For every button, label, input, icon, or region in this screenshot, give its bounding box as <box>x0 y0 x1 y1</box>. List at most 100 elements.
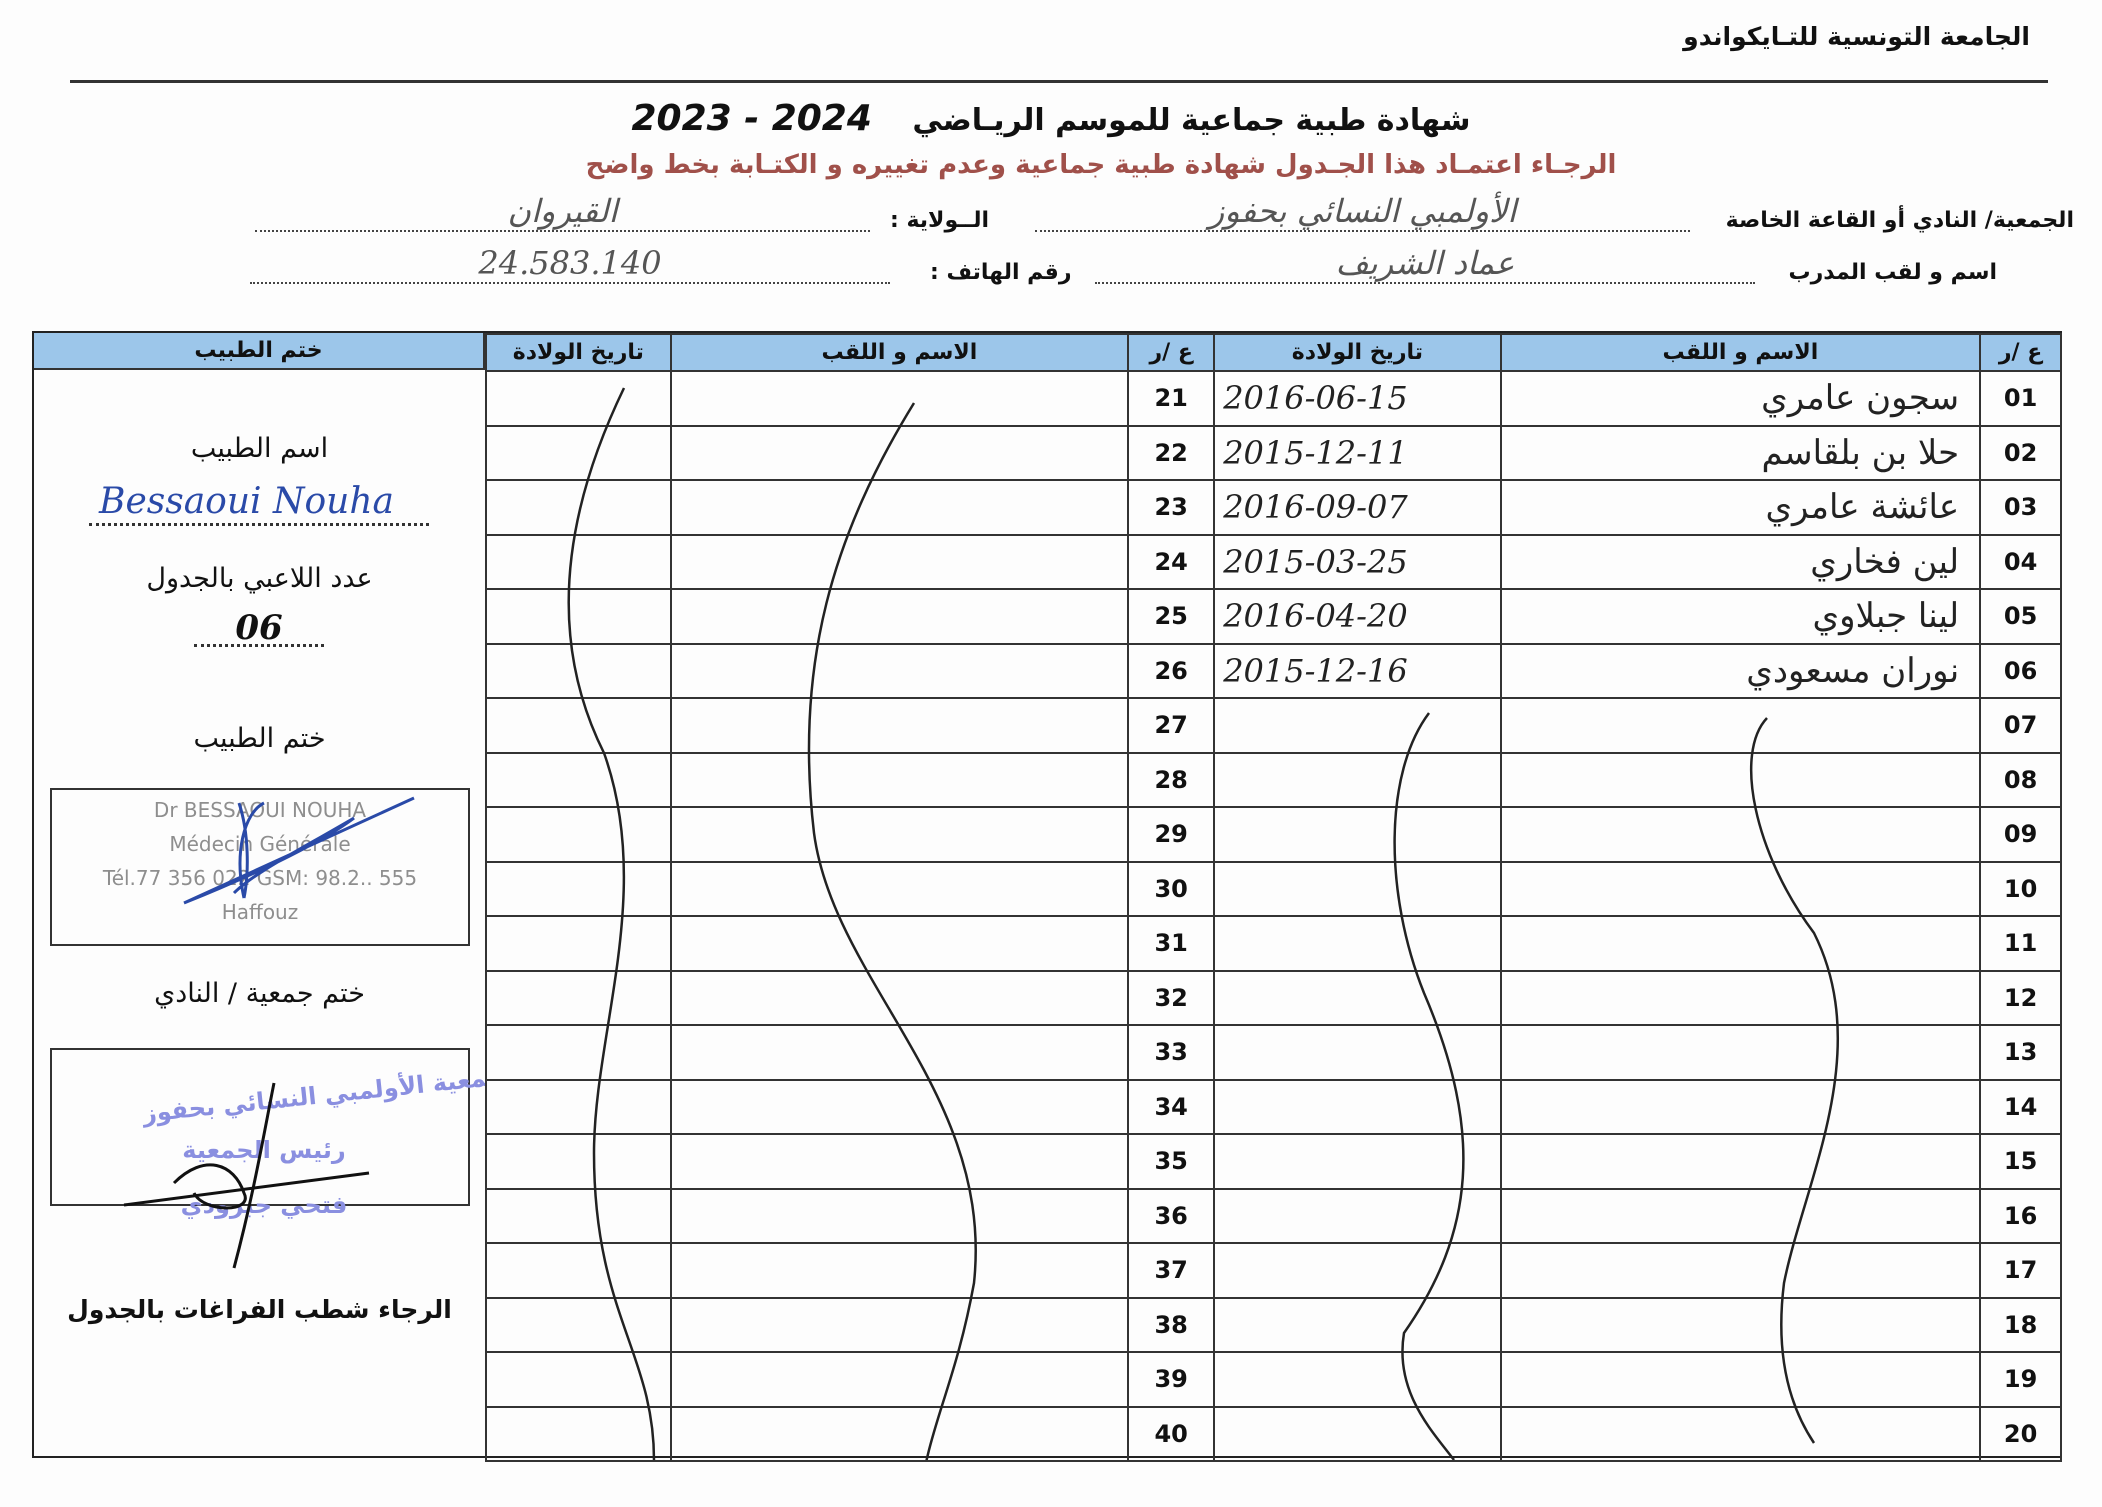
cell-dob-1 <box>1213 697 1502 754</box>
cell-dob-2 <box>485 1296 672 1353</box>
table-row: 32 12 <box>485 969 2062 1026</box>
cell-name-2 <box>669 1351 1130 1408</box>
cell-name-2 <box>669 969 1130 1026</box>
stamps-layer: Dr BESSAOUI NOUHA Médecin Générale Tél.7… <box>102 796 485 1269</box>
cell-dob-1 <box>1213 1296 1502 1353</box>
header-divider <box>70 80 2048 83</box>
table-row: 28 08 <box>485 751 2062 808</box>
phone-label: رقم الهاتف : <box>930 260 1072 285</box>
state-field: القيروان <box>255 192 870 232</box>
cell-dob-2 <box>485 806 672 863</box>
footer-note: الرجاء شطب الفراغات بالجدول <box>67 1295 452 1324</box>
cell-name-1 <box>1499 1024 1982 1081</box>
cell-name-1: حلا بن بلقاسم <box>1499 424 1982 481</box>
cell-num-1: 20 <box>1979 1405 2062 1462</box>
table-row: 25 2016-04-20 لينا جبلاوي 05 <box>485 588 2062 645</box>
season: 2023 - 2024 <box>631 98 872 139</box>
table-row: 37 17 <box>485 1242 2062 1299</box>
cell-dob-1 <box>1213 1351 1502 1408</box>
cell-dob-2 <box>485 860 672 917</box>
cell-num-2: 21 <box>1127 370 1216 427</box>
cell-name-1 <box>1499 860 1982 917</box>
cell-num-2: 39 <box>1127 1351 1216 1408</box>
federation-name: الجامعة التونسية للتـايكواندو <box>1683 22 2030 51</box>
cell-name-2 <box>669 1024 1130 1081</box>
cell-num-1: 14 <box>1979 1078 2062 1135</box>
club-stamp-box <box>50 1048 470 1206</box>
players-table: ختم الطبيب اسم الطبيب Bessaoui Nouha عدد… <box>32 331 2062 1462</box>
cell-name-2 <box>669 806 1130 863</box>
cell-name-1 <box>1499 1351 1982 1408</box>
cell-dob-2 <box>485 642 672 699</box>
table-row: 23 2016-09-07 عائشة عامري 03 <box>485 479 2062 536</box>
instruction-note: الرجـاء اعتمـاد هذا الجـدول شهادة طبية ج… <box>585 150 1617 180</box>
doctor-stamp-box <box>50 788 470 946</box>
cell-name-2 <box>669 479 1130 536</box>
players-grid: تاريخ الولادة الاسم و اللقب ع /ر تاريخ ا… <box>485 333 2062 1462</box>
phone-field: 24.583.140 <box>250 244 890 284</box>
cell-num-1: 09 <box>1979 806 2062 863</box>
cell-name-2 <box>669 1078 1130 1135</box>
cell-dob-1 <box>1213 1133 1502 1190</box>
cell-dob-1 <box>1213 915 1502 972</box>
table-row: 36 16 <box>485 1187 2062 1244</box>
table-row: 33 13 <box>485 1024 2062 1081</box>
cell-dob-2 <box>485 751 672 808</box>
table-row: 34 14 <box>485 1078 2062 1135</box>
doctor-signature-name: Bessaoui Nouha <box>99 481 394 522</box>
cell-num-1: 02 <box>1979 424 2062 481</box>
cell-dob-2 <box>485 969 672 1026</box>
cell-name-1 <box>1499 969 1982 1026</box>
cell-name-2 <box>669 588 1130 645</box>
cell-num-2: 22 <box>1127 424 1216 481</box>
players-count-label: عدد اللاعبي بالجدول <box>146 563 373 594</box>
cell-dob-2 <box>485 1351 672 1408</box>
phone-value: 24.583.140 <box>478 244 662 282</box>
cell-num-2: 36 <box>1127 1187 1216 1244</box>
cell-name-2 <box>669 370 1130 427</box>
doctor-stamp-line: Dr BESSAOUI NOUHA <box>154 798 366 822</box>
cell-num-2: 26 <box>1127 642 1216 699</box>
cell-name-2 <box>669 1133 1130 1190</box>
cell-num-1: 03 <box>1979 479 2062 536</box>
cell-name-1 <box>1499 806 1982 863</box>
cell-name-1: لينا جبلاوي <box>1499 588 1982 645</box>
cell-dob-2 <box>485 588 672 645</box>
doctor-signature <box>183 796 415 905</box>
cell-num-2: 23 <box>1127 479 1216 536</box>
cell-num-1: 11 <box>1979 915 2062 972</box>
cell-num-2: 29 <box>1127 806 1216 863</box>
cell-dob-2 <box>485 697 672 754</box>
cell-name-1 <box>1499 1133 1982 1190</box>
cell-name-1 <box>1499 915 1982 972</box>
table-row: 29 09 <box>485 806 2062 863</box>
cell-dob-1: 2015-03-25 <box>1213 533 1502 590</box>
cell-name-1 <box>1499 1187 1982 1244</box>
club-stamp-label: ختم جمعية / النادي <box>154 978 365 1009</box>
cell-dob-2 <box>485 479 672 536</box>
cell-name-1 <box>1499 1242 1982 1299</box>
cell-dob-1: 2015-12-11 <box>1213 424 1502 481</box>
cell-num-1: 17 <box>1979 1242 2062 1299</box>
cell-num-1: 13 <box>1979 1024 2062 1081</box>
cell-num-1: 07 <box>1979 697 2062 754</box>
table-row: 21 2016-06-15 سجون عامري 01 <box>485 370 2062 427</box>
cell-dob-2 <box>485 533 672 590</box>
header-name-2: الاسم و اللقب <box>669 333 1130 372</box>
header-dob-1: تاريخ الولادة <box>1213 333 1502 372</box>
cell-dob-2 <box>485 370 672 427</box>
cell-dob-1 <box>1213 1242 1502 1299</box>
players-count-value: 06 <box>194 608 324 648</box>
cell-dob-2 <box>485 1242 672 1299</box>
cell-name-2 <box>669 533 1130 590</box>
cell-name-2 <box>669 1187 1130 1244</box>
cell-num-2: 33 <box>1127 1024 1216 1081</box>
cell-dob-1: 2015-12-16 <box>1213 642 1502 699</box>
doctor-name-label: اسم الطبيب <box>190 433 329 464</box>
cell-dob-1 <box>1213 969 1502 1026</box>
cell-name-1: نوران مسعودي <box>1499 642 1982 699</box>
cell-num-1: 18 <box>1979 1296 2062 1353</box>
cell-name-2 <box>669 915 1130 972</box>
coach-label: اسم و لقب المدرب <box>1788 260 1998 285</box>
